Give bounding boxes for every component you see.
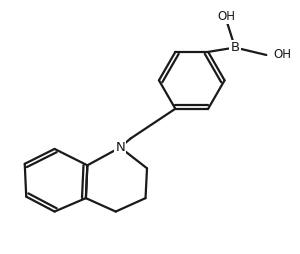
Text: B: B xyxy=(230,41,240,54)
Text: OH: OH xyxy=(217,10,235,23)
Text: N: N xyxy=(115,141,125,154)
Text: OH: OH xyxy=(274,49,292,61)
